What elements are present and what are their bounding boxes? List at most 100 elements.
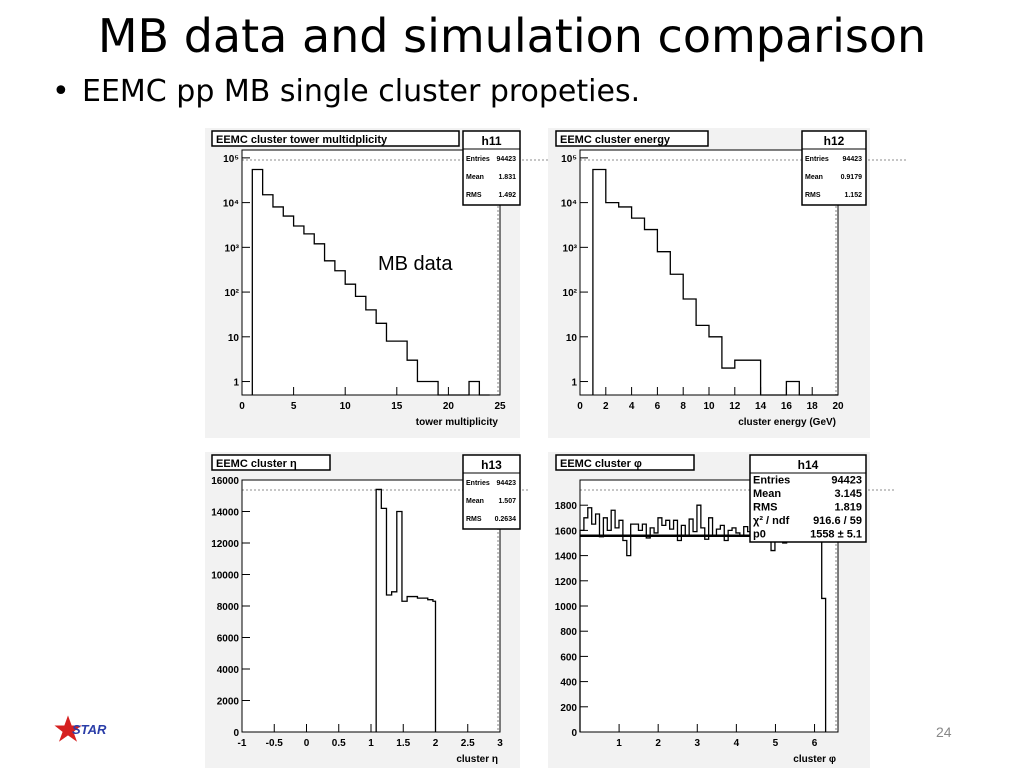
stats-key-h13: Mean	[466, 498, 484, 505]
y-tick-label-h12: 1	[571, 378, 577, 389]
x-tick-label-h11: 20	[443, 401, 455, 412]
y-tick-label-h14: 600	[560, 652, 577, 663]
x-tick-label-h12: 16	[781, 401, 793, 412]
y-tick-label-h11: 10²	[225, 288, 240, 299]
x-tick-label-h14: 6	[812, 738, 818, 749]
histogram-line-h14	[579, 504, 827, 732]
stats-name-h14: h14	[798, 458, 819, 472]
stats-value-h14: 1558 ± 5.1	[810, 528, 862, 540]
y-tick-label-h11: 10³	[225, 243, 240, 254]
y-tick-label-h14: 1800	[555, 501, 578, 512]
x-tick-label-h12: 2	[603, 401, 609, 412]
x-axis-label-h13: cluster η	[456, 754, 498, 765]
stats-value-h13: 0.2634	[495, 516, 517, 523]
y-tick-label-h14: 1200	[555, 577, 578, 588]
x-tick-label-h12: 6	[655, 401, 661, 412]
y-tick-label-h12: 10²	[563, 288, 578, 299]
bullet-symbol: •	[52, 74, 70, 109]
x-tick-label-h13: -0.5	[266, 738, 284, 749]
stats-key-h13: Entries	[466, 480, 490, 487]
stats-value-h12: 0.9179	[841, 174, 863, 181]
x-tick-label-h14: 1	[616, 738, 622, 749]
y-tick-label-h13: 12000	[211, 539, 239, 550]
slide-title: MB data and simulation comparison	[97, 9, 927, 63]
y-tick-label-h11: 1	[233, 378, 239, 389]
stats-key-h14: RMS	[753, 502, 777, 514]
stats-name-h13: h13	[481, 458, 502, 472]
stats-box-h14	[749, 454, 867, 543]
y-tick-label-h14: 800	[560, 627, 577, 638]
x-tick-label-h11: 15	[391, 401, 403, 412]
stats-box-h11	[462, 130, 521, 206]
stats-value-h14: 1.819	[834, 502, 862, 514]
title-box-h11	[211, 130, 460, 147]
x-tick-label-h11: 5	[291, 401, 297, 412]
x-tick-label-h14: 4	[734, 738, 740, 749]
stats-value-h14: 3.145	[834, 488, 862, 500]
x-axis-label-h14: cluster φ	[793, 754, 836, 765]
x-tick-label-h13: 0	[304, 738, 310, 749]
x-tick-label-h14: 5	[773, 738, 779, 749]
y-tick-label-h11: 10⁵	[223, 154, 239, 165]
y-tick-label-h14: 1000	[555, 602, 578, 613]
bullet-text: EEMC pp MB single cluster propeties.	[82, 74, 641, 109]
y-tick-label-h13: 8000	[217, 602, 240, 613]
x-tick-label-h14: 2	[655, 738, 661, 749]
stats-key-h14: χ² / ndf	[753, 515, 790, 527]
histogram-title-h12: EEMC cluster energy	[560, 134, 671, 146]
x-tick-label-h12: 0	[577, 401, 583, 412]
histogram-title-h14: EEMC cluster φ	[560, 458, 642, 470]
x-tick-label-h12: 10	[703, 401, 715, 412]
stats-box-h13	[462, 454, 521, 530]
x-tick-label-h13: 0.5	[332, 738, 346, 749]
stats-value-h14: 94423	[831, 475, 862, 487]
star-logo-text: STAR	[72, 722, 107, 737]
y-tick-label-h11: 10⁴	[223, 199, 239, 210]
stats-key-h14: Entries	[753, 475, 790, 487]
x-tick-label-h13: 1	[368, 738, 374, 749]
stats-key-h11: Mean	[466, 174, 484, 181]
histogram-line-h11	[251, 168, 490, 396]
stats-value-h11: 94423	[497, 156, 517, 163]
x-tick-label-h13: 3	[497, 738, 503, 749]
y-tick-label-h14: 1400	[555, 552, 578, 563]
y-tick-label-h14: 400	[560, 678, 577, 689]
x-tick-label-h13: 1.5	[396, 738, 410, 749]
histogram-title-h13: EEMC cluster η	[216, 458, 297, 470]
y-tick-label-h14: 1600	[555, 526, 578, 537]
title-box-h14	[555, 454, 695, 471]
y-tick-label-h13: 10000	[211, 571, 239, 582]
stats-key-h11: RMS	[466, 192, 482, 199]
plot-area-h12	[579, 149, 839, 396]
x-axis-label-h12: cluster energy (GeV)	[738, 417, 836, 428]
bullet-point: • EEMC pp MB single cluster propeties.	[52, 72, 640, 112]
y-tick-label-h14: 0	[571, 728, 577, 739]
y-tick-label-h12: 10³	[563, 243, 578, 254]
stats-box-h12	[801, 130, 867, 206]
x-tick-label-h13: 2.5	[461, 738, 475, 749]
stats-key-h12: RMS	[805, 192, 821, 199]
stats-key-h12: Entries	[805, 156, 829, 163]
stats-key-h12: Mean	[805, 174, 823, 181]
stats-value-h12: 1.152	[844, 192, 862, 199]
stats-key-h13: RMS	[466, 516, 482, 523]
x-tick-label-h12: 8	[680, 401, 686, 412]
stats-value-h13: 94423	[497, 480, 517, 487]
y-tick-label-h12: 10⁴	[561, 199, 577, 210]
y-tick-label-h13: 16000	[211, 476, 239, 487]
y-tick-label-h12: 10	[566, 333, 578, 344]
y-tick-label-h12: 10⁵	[561, 154, 577, 165]
title-box-h12	[555, 130, 709, 147]
stats-value-h11: 1.492	[498, 192, 516, 199]
x-tick-label-h12: 20	[832, 401, 844, 412]
histogram-title-h11: EEMC cluster tower multidplicity	[216, 134, 388, 146]
plot-area-h11	[241, 149, 501, 396]
stats-name-h12: h12	[824, 134, 845, 148]
stats-value-h12: 94423	[843, 156, 863, 163]
x-tick-label-h13: 2	[433, 738, 439, 749]
stats-value-h14: 916.6 / 59	[813, 515, 862, 527]
x-tick-label-h11: 25	[494, 401, 506, 412]
mb-data-annotation: MB data	[378, 253, 453, 275]
y-tick-label-h13: 14000	[211, 508, 239, 519]
